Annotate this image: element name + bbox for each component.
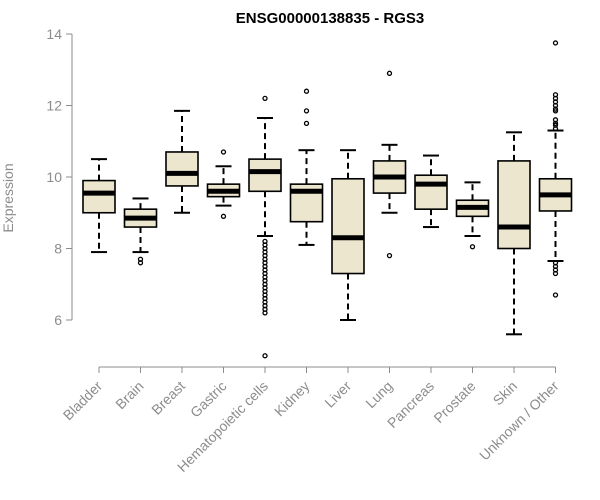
outlier-point	[262, 353, 268, 359]
x-tick-label: Brain	[112, 378, 146, 412]
box-group	[82, 158, 116, 254]
outlier-point	[303, 108, 310, 114]
box-group	[165, 109, 199, 214]
x-tick-label: Prostate	[430, 378, 478, 426]
y-tick-label: 8	[54, 241, 62, 257]
outlier-point	[469, 244, 476, 250]
box-iqr	[497, 160, 531, 250]
y-axis: 6 8 10 12 14	[46, 26, 73, 328]
box-iqr	[82, 179, 116, 214]
box-group	[331, 149, 365, 321]
box-iqr	[165, 151, 199, 187]
x-tick-label: Unknown / Other	[476, 378, 562, 464]
y-axis-label: Expression	[0, 163, 16, 232]
x-tick-label: Skin	[490, 378, 521, 409]
x-tick-label: Kidney	[271, 378, 313, 420]
outlier-point	[552, 106, 559, 112]
outlier-point	[220, 213, 227, 219]
box-group	[248, 95, 282, 359]
outlier-point	[552, 126, 559, 132]
box-group	[538, 40, 573, 298]
box-group	[206, 149, 241, 219]
x-tick-label: Bladder	[60, 378, 106, 424]
box-group	[123, 197, 158, 266]
outlier-point	[552, 270, 559, 277]
outlier-point	[386, 70, 393, 76]
outlier-point	[552, 40, 559, 46]
outlier-point	[220, 149, 227, 155]
outlier-point	[303, 120, 310, 127]
box-iqr	[331, 177, 365, 275]
x-tick-label: Liver	[321, 378, 354, 411]
x-tick-label: Lung	[362, 378, 395, 411]
chart-title: ENSG00000138835 - RGS3	[236, 10, 424, 27]
outlier-point	[262, 310, 268, 316]
box-group	[289, 88, 324, 246]
outlier-point	[552, 292, 559, 298]
outlier-point	[303, 88, 310, 94]
outlier-point	[552, 108, 559, 114]
x-tick-label: Breast	[148, 378, 188, 418]
box-iqr	[248, 158, 282, 193]
box-group	[414, 154, 448, 229]
outlier-point	[262, 95, 268, 101]
y-tick-label: 14	[46, 26, 62, 42]
box-iqr	[414, 174, 448, 210]
y-tick-label: 6	[54, 312, 62, 328]
outlier-point	[137, 256, 144, 262]
box-group	[455, 181, 490, 250]
y-tick-label: 12	[46, 98, 62, 114]
box-group	[497, 131, 531, 336]
y-tick-label: 10	[46, 169, 62, 185]
box-group	[372, 70, 407, 259]
outlier-point	[552, 120, 559, 127]
outlier-point	[386, 252, 393, 259]
boxes-layer	[82, 40, 573, 359]
